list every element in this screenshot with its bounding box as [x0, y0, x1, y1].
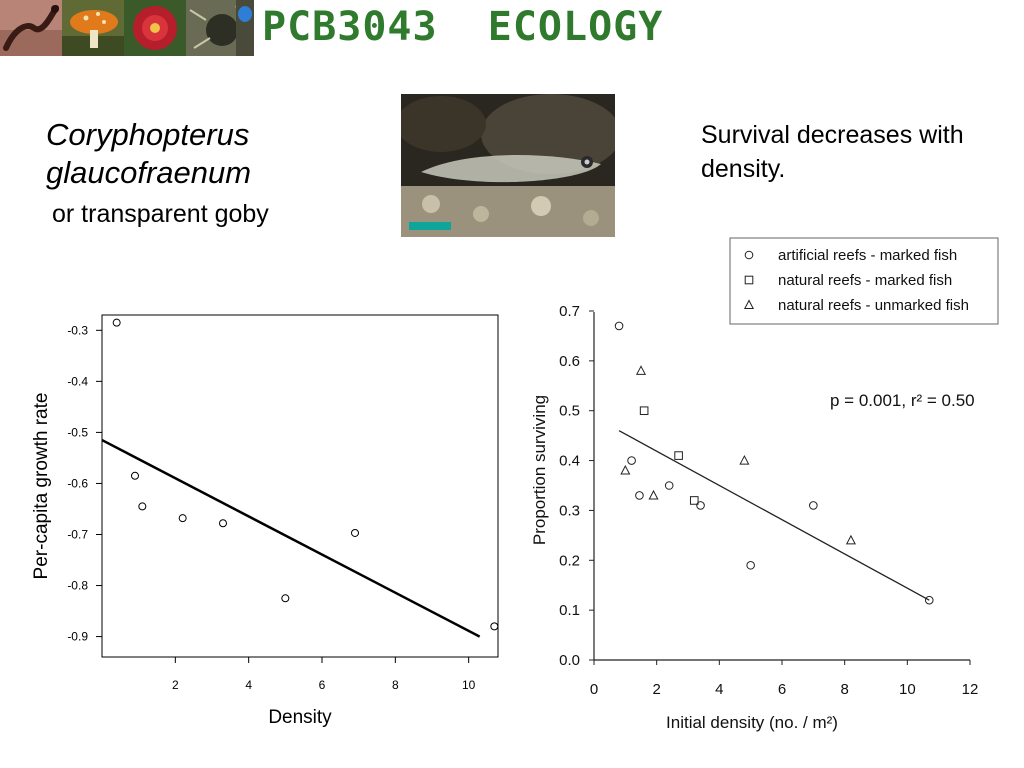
chart1-y-tick-label: -0.5: [67, 425, 88, 439]
mushroom-photo: [62, 0, 124, 56]
chart2-y-tick-label: 0.1: [559, 602, 580, 619]
chart1-y-tick-label: -0.4: [67, 374, 88, 388]
chart1-y-tick-label: -0.6: [67, 476, 88, 490]
species-common-name: or transparent goby: [52, 200, 269, 228]
chart2-point-triangle: [648, 489, 659, 500]
chart1-fit-line: [101, 438, 481, 638]
chart2-point-circle: [635, 491, 644, 500]
chart2-point-square: [674, 451, 683, 460]
chart2-y-tick-label: 0.0: [559, 652, 580, 669]
chart2-point-triangle: [739, 454, 750, 465]
chart1-data-point: [138, 502, 147, 511]
chart2-legend-label: artificial reefs - marked fish: [778, 247, 957, 264]
chart1-data-point: [112, 318, 121, 327]
chart1-data-point: [178, 514, 187, 523]
chart2-x-tick-label: 2: [652, 681, 660, 698]
chart1-y-tick-label: -0.7: [67, 527, 88, 541]
chart2-point-circle: [924, 595, 934, 605]
chart1-x-axis-title: Density: [268, 707, 332, 728]
chart2-y-tick-label: 0.7: [559, 303, 580, 320]
chart1-plot-frame: [101, 314, 499, 658]
chart1-data-point: [351, 528, 359, 537]
chart1-x-tick-label: 6: [319, 678, 326, 692]
chart2-y-tick-label: 0.4: [559, 453, 580, 470]
chart1-data-point: [219, 519, 227, 528]
chart2-point-triangle: [635, 365, 647, 375]
chart1-y-axis-title: Per-capita growth rate: [31, 393, 52, 580]
chart2-legend-label: natural reefs - marked fish: [778, 272, 952, 289]
chart2-point-circle: [614, 321, 624, 331]
species-name-line1: Coryphopterus: [46, 117, 250, 152]
chart1-data-point: [131, 471, 139, 480]
course-title: PCB3043 ECOLOGY: [262, 4, 664, 50]
goby-photo: [401, 94, 615, 237]
chart2-legend-box: [729, 237, 999, 325]
chart2-legend-marker-circle: [744, 250, 754, 260]
chart1-x-tick-label: 10: [462, 678, 476, 692]
blue-egg-photo: [236, 0, 254, 56]
chart2-x-tick-label: 6: [778, 681, 786, 698]
chart1-data-point: [490, 622, 499, 631]
chart2-y-tick-label: 0.6: [559, 353, 580, 370]
chart2-point-circle: [664, 481, 674, 490]
chart2-y-tick-label: 0.5: [559, 403, 580, 420]
chart2-x-tick-label: 0: [590, 681, 598, 698]
chart2-point-circle: [809, 501, 818, 510]
chart2-stat-annotation: p = 0.001, r² = 0.50: [830, 391, 975, 410]
chart2-point-circle: [746, 560, 755, 570]
chart2-y-tick-label: 0.3: [559, 502, 580, 519]
chart2-point-square: [639, 406, 649, 416]
species-name-line2: glaucofraenum: [46, 155, 252, 190]
headline-text: Survival decreases with density.: [701, 121, 964, 183]
chart2-x-tick-label: 10: [899, 681, 916, 698]
chart2-point-square: [689, 496, 699, 505]
chart2-y-axis-title: Proportion surviving: [530, 395, 549, 545]
chart2-y-tick-label: 0.2: [559, 552, 580, 569]
chart2-x-tick-label: 12: [962, 681, 979, 698]
survival-chart: Initial density (no. / m²) Proportion su…: [530, 237, 999, 732]
chart2-x-axis-title: Initial density (no. / m²): [666, 713, 838, 732]
chart1-data-point: [281, 594, 290, 603]
chart2-legend-label: natural reefs - unmarked fish: [778, 297, 969, 314]
chart2-legend: artificial reefs - marked fish natural re…: [729, 237, 999, 325]
growth-rate-chart: Density Per-capita growth rate 2 4 6 8 10 -0.…: [31, 314, 499, 728]
chart2-fit-line: [618, 430, 930, 601]
species-scientific-name: Coryphopterus glaucofraenum: [46, 116, 251, 192]
chart2-legend-marker-square: [744, 275, 754, 285]
chart2-x-tick-label: 8: [840, 681, 848, 698]
chart1-x-tick-label: 2: [172, 678, 179, 692]
chart2-point-triangle: [620, 464, 631, 475]
header-banner: PCB3043 ECOLOGY: [0, 0, 760, 58]
chart1-x-tick-label: 4: [245, 678, 252, 692]
chart1-x-tick-label: 8: [392, 678, 399, 692]
chart2-point-circle: [696, 501, 705, 510]
flower-photo: [124, 0, 186, 56]
chart2-x-tick-label: 4: [715, 681, 723, 698]
chart1-y-tick-label: -0.3: [67, 323, 88, 337]
chart1-y-tick-label: -0.8: [67, 579, 88, 593]
salamander-photo: [0, 0, 62, 56]
chart1-y-tick-label: -0.9: [67, 630, 88, 644]
chart2-point-triangle: [845, 534, 856, 545]
chart2-point-circle: [627, 456, 636, 465]
chart2-legend-marker-triangle: [743, 299, 755, 309]
